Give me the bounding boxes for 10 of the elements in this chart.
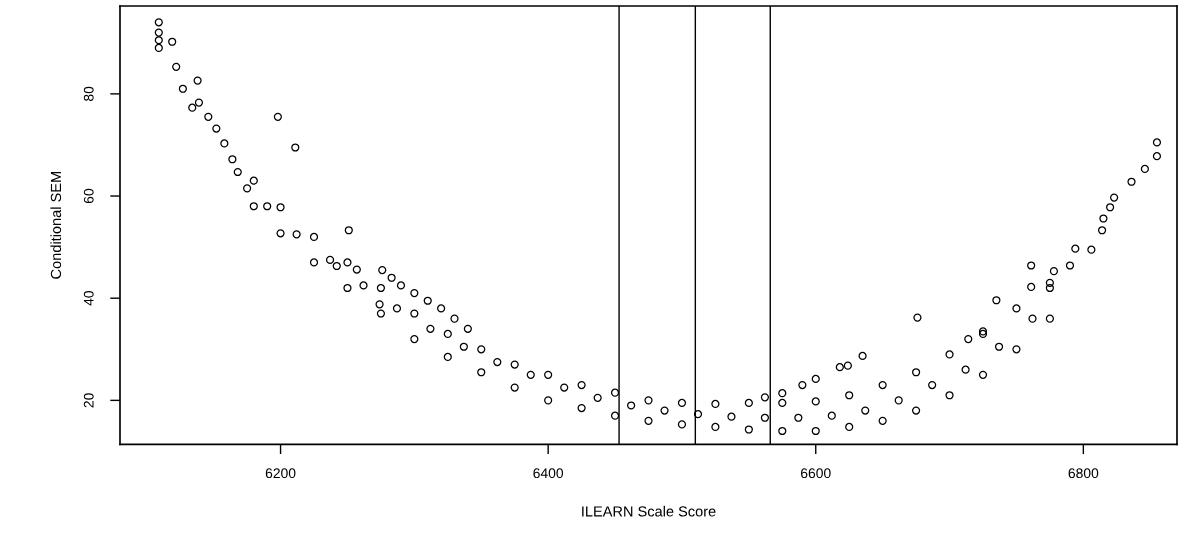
y-tick-label: 80 — [83, 86, 94, 101]
y-axis-title: Conditional SEM — [50, 172, 62, 279]
x-tick-label: 6600 — [801, 468, 831, 479]
y-tick-label: 20 — [83, 393, 94, 408]
x-tick-label: 6800 — [1068, 468, 1099, 479]
x-tick-label: 6200 — [265, 468, 296, 479]
y-tick-label: 40 — [83, 291, 94, 306]
x-tick-label: 6400 — [533, 468, 564, 479]
x-axis-title: ILEARN Scale Score — [582, 505, 716, 517]
y-tick-label: 60 — [83, 188, 94, 204]
